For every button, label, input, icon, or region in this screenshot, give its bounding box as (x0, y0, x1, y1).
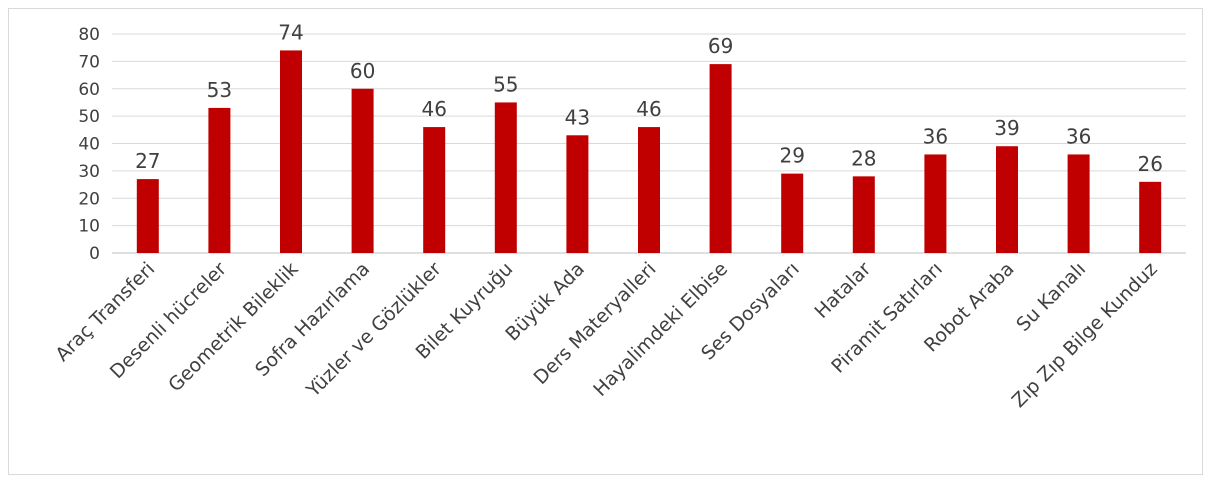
y-tick-label: 80 (78, 25, 100, 45)
data-label-8: 69 (708, 34, 733, 58)
y-axis-ticks: 0 10 20 30 40 50 60 70 80 (78, 25, 100, 264)
bar-13 (1067, 154, 1090, 253)
x-category-label-8: Hayalimdeki Elbise (589, 258, 732, 401)
data-label-3: 60 (350, 59, 375, 83)
bar-1 (208, 107, 231, 253)
data-label-11: 36 (923, 124, 948, 148)
y-tick-label: 70 (78, 52, 100, 72)
y-tick-label: 0 (89, 244, 100, 264)
y-tick-label: 30 (78, 162, 100, 182)
bar-0 (136, 179, 159, 253)
x-category-label-14: Zıp Zıp Bilge Kunduz (1008, 258, 1162, 412)
data-label-13: 36 (1066, 124, 1091, 148)
bars (136, 50, 1162, 253)
data-label-7: 46 (636, 97, 661, 121)
y-tick-label: 20 (78, 189, 100, 209)
data-label-4: 46 (421, 97, 446, 121)
data-label-6: 43 (565, 105, 590, 129)
data-label-14: 26 (1137, 152, 1162, 176)
bar-10 (852, 176, 875, 253)
x-category-label-4: Yüzler ve Gözlükler (302, 258, 446, 402)
data-label-12: 39 (994, 116, 1019, 140)
bar-6 (566, 135, 589, 253)
bar-11 (924, 154, 947, 253)
data-label-5: 55 (493, 72, 518, 96)
y-tick-label: 60 (78, 80, 100, 100)
bar-12 (996, 146, 1018, 253)
x-category-label-7: Ders Materyalleri (530, 258, 661, 389)
bar-2 (280, 50, 302, 253)
bar-5 (494, 102, 517, 253)
bar-4 (423, 127, 446, 253)
x-category-label-10: Hatalar (810, 258, 875, 323)
bar-14 (1139, 181, 1162, 253)
x-category-label-2: Geometrik Bileklik (164, 258, 302, 396)
data-label-1: 53 (207, 78, 232, 102)
data-label-0: 27 (135, 149, 160, 173)
bar-3 (351, 88, 374, 253)
y-tick-label: 50 (78, 107, 100, 127)
bar-9 (781, 173, 804, 253)
data-labels: 27 53 74 60 46 55 43 46 69 29 28 36 39 36 26 (135, 20, 1163, 175)
x-category-label-13: Su Kanalı (1012, 258, 1090, 336)
data-label-10: 28 (851, 146, 876, 170)
y-tick-label: 40 (78, 135, 100, 155)
data-label-2: 74 (278, 20, 303, 44)
bar-7 (638, 127, 660, 253)
y-tick-label: 10 (78, 217, 100, 237)
bar-8 (709, 64, 732, 253)
data-label-9: 29 (779, 144, 804, 168)
